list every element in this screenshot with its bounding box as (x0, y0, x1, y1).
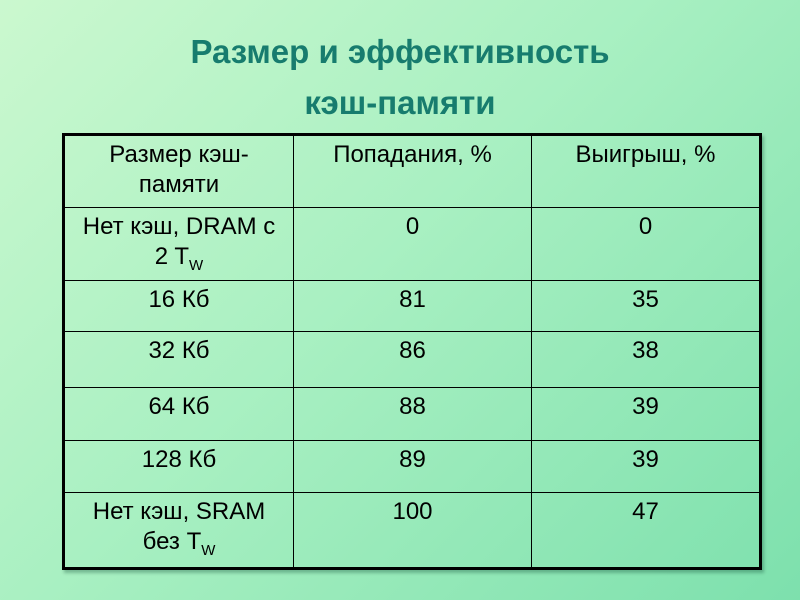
table-row-3: 64 Кб 88 39 (63, 387, 761, 441)
hits-cell: 100 (293, 492, 532, 569)
table-header: Размер кэш-памяти Попадания, % Выигрыш, % (63, 134, 761, 208)
size-cell: 64 Кб (63, 387, 294, 441)
gain-cell: 39 (531, 440, 761, 493)
hits-cell: 86 (293, 331, 532, 388)
header-cell-1: Попадания, % (293, 134, 532, 208)
header-cell-0: Размер кэш-памяти (63, 134, 294, 208)
hits-cell: 88 (293, 387, 532, 441)
table-row-1: 16 Кб 81 35 (63, 280, 761, 332)
hits-cell: 89 (293, 440, 532, 493)
cache-table: Размер кэш-памяти Попадания, % Выигрыш, % … (62, 133, 762, 570)
hits-cell: 81 (293, 280, 532, 332)
table-row-2: 32 Кб 86 38 (63, 331, 761, 388)
gain-cell: 39 (531, 387, 761, 441)
gain-cell: 0 (531, 207, 761, 281)
gain-cell: 35 (531, 280, 761, 332)
size-cell: 16 Кб (63, 280, 294, 332)
size-cell: Нет кэш, SRAM без TW (63, 492, 294, 569)
gain-cell: 47 (531, 492, 761, 569)
slide-title: Размер и эффективность кэш-памяти (0, 26, 800, 128)
size-cell: 32 Кб (63, 331, 294, 388)
title-line-2: кэш-памяти (304, 84, 496, 121)
header-cell-2: Выигрыш, % (531, 134, 761, 208)
table-row-4: 128 Кб 89 39 (63, 440, 761, 493)
gain-cell: 38 (531, 331, 761, 388)
title-line-1: Размер и эффективность (190, 33, 610, 70)
table-row-5: Нет кэш, SRAM без TW 100 47 (63, 492, 761, 569)
hits-cell: 0 (293, 207, 532, 281)
size-cell: 128 Кб (63, 440, 294, 493)
header-row: Размер кэш-памяти Попадания, % Выигрыш, % (63, 134, 761, 208)
